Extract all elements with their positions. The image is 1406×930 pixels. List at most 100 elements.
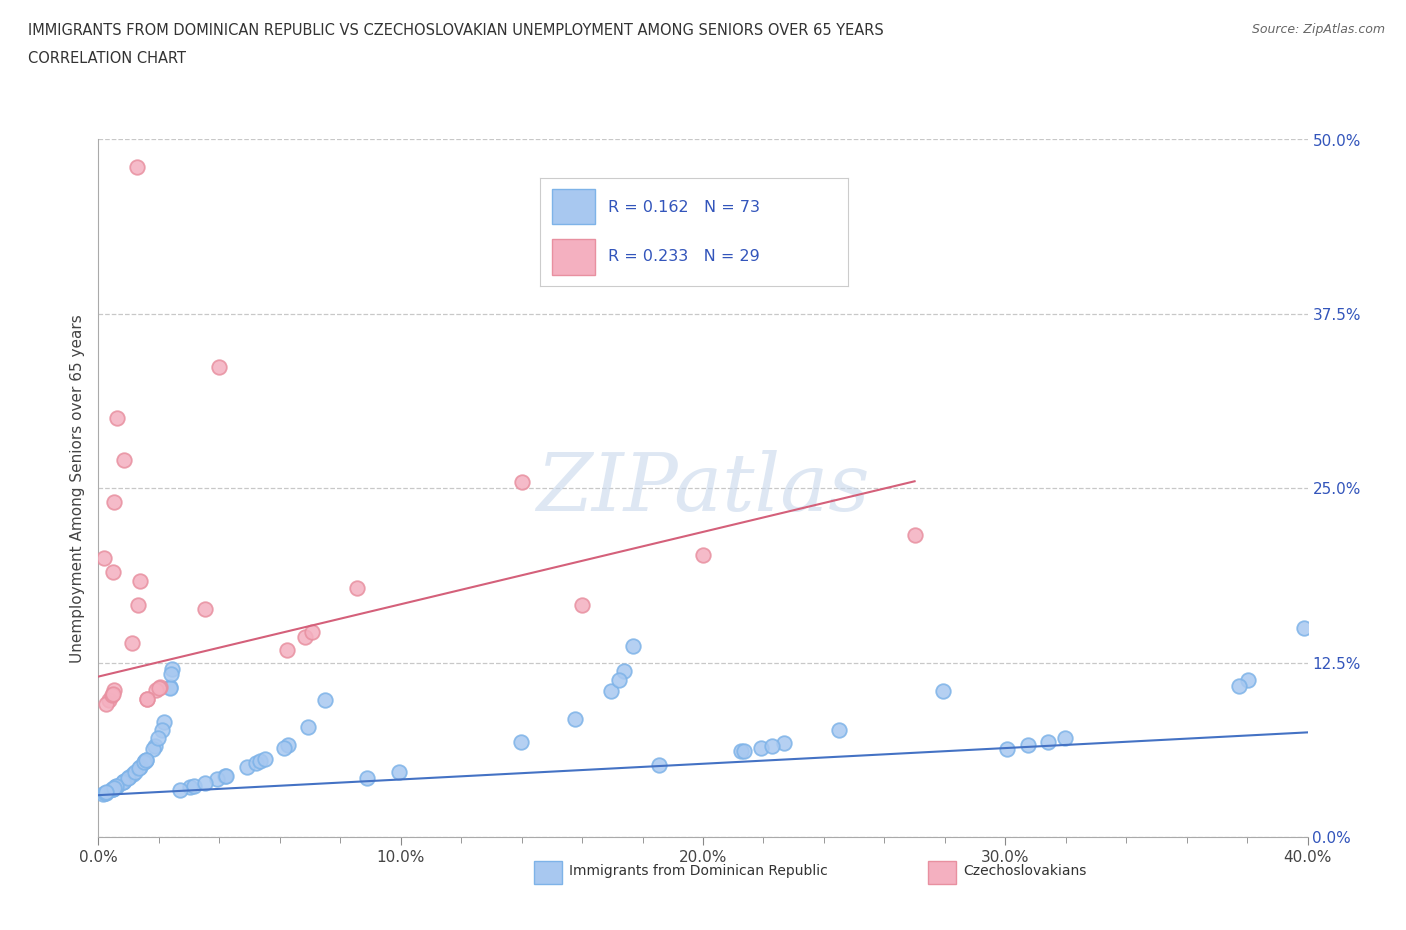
Point	[571, 598, 593, 613]
Point	[208, 360, 231, 375]
Point	[1054, 731, 1077, 746]
Point	[160, 662, 183, 677]
Point	[314, 693, 336, 708]
Point	[104, 779, 127, 794]
Point	[245, 756, 267, 771]
Text: Source: ZipAtlas.com: Source: ZipAtlas.com	[1251, 23, 1385, 36]
Point	[100, 782, 122, 797]
Point	[510, 735, 533, 750]
Point	[101, 781, 124, 796]
Point	[749, 740, 772, 755]
Point	[105, 411, 128, 426]
Text: Immigrants from Dominican Republic: Immigrants from Dominican Republic	[569, 864, 828, 879]
Point	[346, 580, 368, 595]
Point	[273, 740, 295, 755]
Text: Czechoslovakians: Czechoslovakians	[963, 864, 1087, 879]
Point	[205, 771, 228, 786]
Point	[613, 663, 636, 678]
Y-axis label: Unemployment Among Seniors over 65 years: Unemployment Among Seniors over 65 years	[70, 314, 86, 662]
Point	[1227, 678, 1250, 693]
Point	[294, 630, 316, 644]
Point	[121, 766, 143, 781]
Point	[301, 625, 323, 640]
Point	[607, 672, 630, 687]
Point	[112, 453, 135, 468]
Point	[104, 780, 127, 795]
Point	[599, 684, 621, 698]
Text: ZIPatlas: ZIPatlas	[536, 449, 870, 527]
Point	[134, 753, 156, 768]
Point	[995, 741, 1018, 756]
Point	[117, 770, 139, 785]
Point	[149, 680, 172, 695]
Point	[96, 697, 118, 711]
Point	[733, 743, 755, 758]
Point	[148, 681, 170, 696]
Point	[142, 742, 165, 757]
Point	[153, 714, 176, 729]
Point	[145, 683, 167, 698]
Point	[93, 551, 115, 565]
Point	[112, 774, 135, 789]
Point	[277, 737, 299, 752]
Point	[134, 752, 156, 767]
Point	[276, 642, 298, 657]
Point	[648, 758, 671, 773]
Point	[730, 744, 752, 759]
Point	[169, 782, 191, 797]
Point	[253, 751, 276, 766]
Point	[828, 723, 851, 737]
Point	[150, 723, 173, 737]
Point	[101, 686, 124, 701]
Point	[101, 781, 124, 796]
Point	[117, 770, 139, 785]
Point	[160, 667, 183, 682]
Point	[297, 720, 319, 735]
Point	[183, 778, 205, 793]
Point	[194, 776, 217, 790]
Point	[761, 738, 783, 753]
Point	[94, 785, 117, 800]
Point	[128, 760, 150, 775]
Point	[98, 692, 121, 707]
Point	[127, 160, 149, 175]
Point	[103, 495, 125, 510]
Point	[135, 752, 157, 767]
Text: IMMIGRANTS FROM DOMINICAN REPUBLIC VS CZECHOSLOVAKIAN UNEMPLOYMENT AMONG SENIORS: IMMIGRANTS FROM DOMINICAN REPUBLIC VS CZ…	[28, 23, 884, 38]
Point	[134, 753, 156, 768]
Point	[148, 731, 170, 746]
Point	[101, 565, 124, 579]
Point	[249, 754, 271, 769]
Point	[91, 787, 114, 802]
Point	[136, 692, 159, 707]
Text: R = 0.233   N = 29: R = 0.233 N = 29	[607, 249, 759, 264]
Point	[127, 598, 149, 613]
Text: CORRELATION CHART: CORRELATION CHART	[28, 51, 186, 66]
Point	[1292, 620, 1315, 635]
Point	[103, 780, 125, 795]
Point	[96, 785, 118, 800]
Point	[215, 768, 238, 783]
Point	[904, 527, 927, 542]
Point	[121, 635, 143, 650]
Point	[134, 754, 156, 769]
Point	[772, 736, 794, 751]
Point	[236, 760, 259, 775]
Point	[143, 739, 166, 754]
Point	[105, 778, 128, 793]
Point	[1236, 672, 1258, 687]
Point	[124, 764, 146, 779]
Point	[135, 692, 157, 707]
Point	[94, 786, 117, 801]
Point	[564, 711, 586, 726]
Point	[111, 775, 134, 790]
Point	[214, 768, 236, 783]
Point	[194, 602, 217, 617]
Point	[388, 764, 411, 779]
Point	[179, 779, 201, 794]
Text: R = 0.162   N = 73: R = 0.162 N = 73	[607, 200, 759, 215]
Point	[510, 474, 533, 489]
Point	[111, 775, 134, 790]
Point	[356, 771, 378, 786]
Point	[101, 687, 124, 702]
